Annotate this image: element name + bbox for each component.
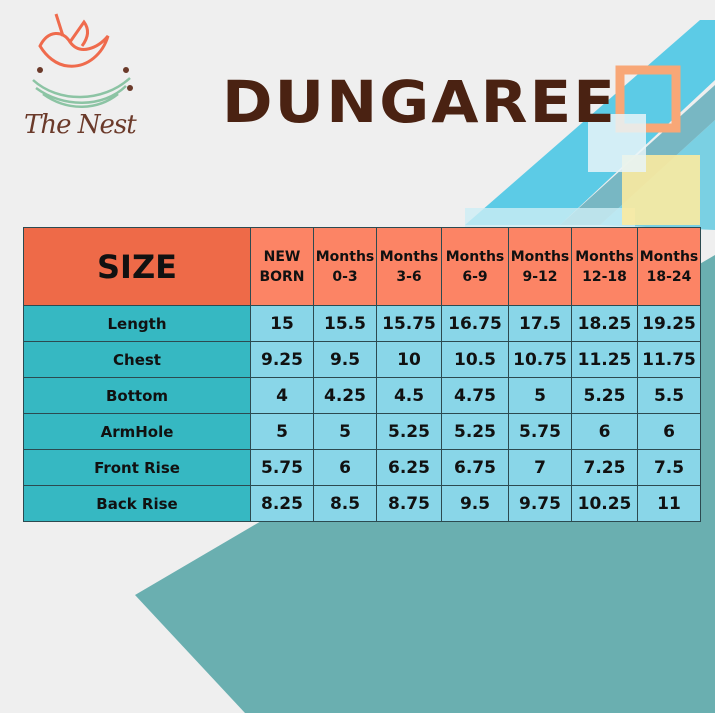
measurement-cell: 17.5: [508, 305, 572, 342]
measurement-cell: 4.5: [376, 377, 442, 414]
column-header-line1: NEW: [263, 248, 301, 265]
table-row: Front Rise 5.75 6 6.25 6.75 7 7.25 7.5: [23, 449, 701, 486]
measurement-cell: 6.75: [441, 449, 509, 486]
measurement-cell: 5: [508, 377, 572, 414]
measurement-cell: 10.75: [508, 341, 572, 378]
column-header: NEW BORN: [250, 227, 314, 306]
row-label: Length: [23, 305, 251, 342]
row-label: Back Rise: [23, 485, 251, 522]
table-row: Length 15 15.5 15.75 16.75 17.5 18.25 19.25: [23, 305, 701, 342]
measurement-cell: 6: [571, 413, 638, 450]
table-row: Bottom 4 4.25 4.5 4.75 5 5.25 5.5: [23, 377, 701, 414]
size-header: SIZE: [23, 227, 251, 306]
measurement-cell: 9.25: [250, 341, 314, 378]
measurement-cell: 10: [376, 341, 442, 378]
column-header: Months 0-3: [313, 227, 377, 306]
column-header-line2: BORN: [259, 268, 305, 285]
measurement-cell: 5.75: [250, 449, 314, 486]
column-header: Months 18-24: [637, 227, 701, 306]
measurement-cell: 15: [250, 305, 314, 342]
measurement-cell: 15.75: [376, 305, 442, 342]
measurement-cell: 4: [250, 377, 314, 414]
column-header-line1: Months: [510, 248, 570, 265]
row-label: ArmHole: [23, 413, 251, 450]
measurement-cell: 4.25: [313, 377, 377, 414]
measurement-cell: 7: [508, 449, 572, 486]
measurement-cell: 11: [637, 485, 701, 522]
measurement-cell: 9.5: [313, 341, 377, 378]
row-label: Chest: [23, 341, 251, 378]
column-header-line1: Months: [379, 248, 439, 265]
size-chart-table: SIZE NEW BORN Months 0-3 Months 3-6 Months 6-9 M…: [23, 227, 701, 522]
column-header-line2: 12-18: [582, 268, 627, 285]
measurement-cell: 16.75: [441, 305, 509, 342]
measurement-cell: 8.5: [313, 485, 377, 522]
measurement-cell: 15.5: [313, 305, 377, 342]
table-row: ArmHole 5 5 5.25 5.25 5.75 6 6: [23, 413, 701, 450]
column-header: Months 9-12: [508, 227, 572, 306]
measurement-cell: 6: [313, 449, 377, 486]
measurement-cell: 5.25: [441, 413, 509, 450]
measurement-cell: 18.25: [571, 305, 638, 342]
column-header-line2: 3-6: [396, 268, 422, 285]
page-title: DUNGAREE: [222, 68, 617, 136]
measurement-cell: 10.25: [571, 485, 638, 522]
measurement-cell: 5.5: [637, 377, 701, 414]
table-row: Back Rise 8.25 8.5 8.75 9.5 9.75 10.25 11: [23, 485, 701, 522]
row-label: Bottom: [23, 377, 251, 414]
measurement-cell: 6.25: [376, 449, 442, 486]
measurement-cell: 19.25: [637, 305, 701, 342]
column-header-line1: Months: [445, 248, 505, 265]
column-header-line1: Months: [315, 248, 375, 265]
measurement-cell: 9.75: [508, 485, 572, 522]
column-header-line2: 9-12: [522, 268, 558, 285]
column-header-line1: Months: [639, 248, 699, 265]
measurement-cell: 5.25: [571, 377, 638, 414]
measurement-cell: 5.75: [508, 413, 572, 450]
measurement-cell: 11.25: [571, 341, 638, 378]
column-header-line2: 18-24: [646, 268, 692, 285]
column-header-line2: 0-3: [332, 268, 358, 285]
measurement-cell: 7.5: [637, 449, 701, 486]
measurement-cell: 6: [637, 413, 701, 450]
row-label: Front Rise: [23, 449, 251, 486]
measurement-cell: 8.75: [376, 485, 442, 522]
measurement-cell: 11.75: [637, 341, 701, 378]
measurement-cell: 5: [250, 413, 314, 450]
column-header: Months 12-18: [571, 227, 638, 306]
measurement-cell: 10.5: [441, 341, 509, 378]
measurement-cell: 5: [313, 413, 377, 450]
column-header-line1: Months: [575, 248, 634, 265]
measurement-cell: 8.25: [250, 485, 314, 522]
header-row: SIZE NEW BORN Months 0-3 Months 3-6 Months 6-9 M…: [23, 227, 701, 306]
measurement-cell: 4.75: [441, 377, 509, 414]
measurement-cell: 7.25: [571, 449, 638, 486]
the-nest-logo: [32, 13, 133, 108]
column-header-line2: 6-9: [462, 268, 488, 285]
logo-text: The Nest: [24, 110, 137, 140]
column-header: Months 6-9: [441, 227, 509, 306]
measurement-cell: 9.5: [441, 485, 509, 522]
column-header: Months 3-6: [376, 227, 442, 306]
table-row: Chest 9.25 9.5 10 10.5 10.75 11.25 11.75: [23, 341, 701, 378]
measurement-cell: 5.25: [376, 413, 442, 450]
